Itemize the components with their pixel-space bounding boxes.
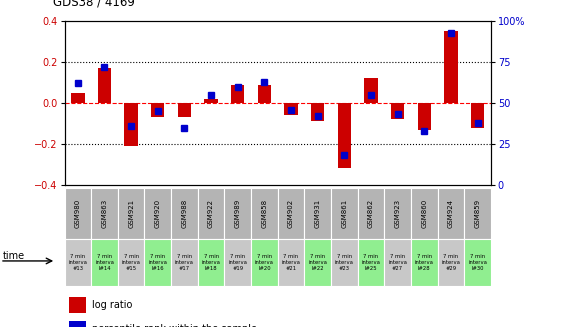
Bar	[331, 188, 358, 239]
Text: 7 min
interva
l#25: 7 min interva l#25	[361, 254, 380, 271]
Text: GSM920: GSM920	[155, 199, 161, 228]
Bar	[391, 103, 404, 119]
Text: percentile rank within the sample: percentile rank within the sample	[92, 324, 257, 327]
Text: GDS38 / 4169: GDS38 / 4169	[53, 0, 135, 8]
Bar	[311, 103, 324, 121]
Text: 7 min
interva
l#14: 7 min interva l#14	[95, 254, 114, 271]
Bar	[224, 188, 251, 239]
Bar	[471, 103, 484, 128]
Bar	[384, 188, 411, 239]
Bar	[65, 239, 91, 286]
Bar	[118, 239, 145, 286]
Text: 7 min
interva
l#28: 7 min interva l#28	[415, 254, 434, 271]
Text: time: time	[3, 251, 25, 261]
Text: GSM922: GSM922	[208, 199, 214, 228]
Bar	[364, 78, 378, 103]
Bar	[438, 239, 465, 286]
Bar	[98, 68, 111, 103]
Text: GSM924: GSM924	[448, 199, 454, 228]
Bar	[204, 99, 218, 103]
Bar	[178, 103, 191, 117]
Text: GSM989: GSM989	[234, 199, 241, 228]
Bar	[118, 188, 145, 239]
Bar	[65, 188, 91, 239]
Text: 7 min
interva
#19: 7 min interva #19	[228, 254, 247, 271]
Bar	[304, 239, 331, 286]
Text: GSM921: GSM921	[128, 199, 134, 228]
Bar	[231, 85, 245, 103]
Bar	[69, 297, 86, 313]
Text: GSM858: GSM858	[261, 199, 268, 228]
Bar	[171, 239, 198, 286]
Text: GSM860: GSM860	[421, 199, 427, 228]
Bar	[251, 188, 278, 239]
Bar	[171, 188, 198, 239]
Bar	[465, 188, 491, 239]
Text: GSM859: GSM859	[475, 199, 481, 228]
Bar	[91, 239, 118, 286]
Text: GSM931: GSM931	[315, 199, 321, 228]
Bar	[197, 239, 224, 286]
Text: GSM902: GSM902	[288, 199, 294, 228]
Text: log ratio: log ratio	[92, 300, 132, 310]
Text: 7 min
interva
#15: 7 min interva #15	[122, 254, 141, 271]
Bar	[151, 103, 164, 117]
Bar	[331, 239, 358, 286]
Bar	[125, 103, 138, 146]
Bar	[304, 188, 331, 239]
Text: GSM980: GSM980	[75, 199, 81, 228]
Text: 7 min
interva
l#30: 7 min interva l#30	[468, 254, 487, 271]
Text: GSM863: GSM863	[102, 199, 108, 228]
Bar	[197, 188, 224, 239]
Text: 7 min
interva
#27: 7 min interva #27	[388, 254, 407, 271]
Bar	[417, 103, 431, 129]
Text: GSM923: GSM923	[394, 199, 401, 228]
Bar	[224, 239, 251, 286]
Text: GSM988: GSM988	[181, 199, 187, 228]
Bar	[251, 239, 278, 286]
Bar	[358, 188, 384, 239]
Text: 7 min
interva
#21: 7 min interva #21	[282, 254, 301, 271]
Text: 7 min
interva
#13: 7 min interva #13	[68, 254, 88, 271]
Bar	[91, 188, 118, 239]
Text: 7 min
interva
l#22: 7 min interva l#22	[308, 254, 327, 271]
Text: GSM861: GSM861	[341, 199, 347, 228]
Text: 7 min
interva
l#20: 7 min interva l#20	[255, 254, 274, 271]
Text: 7 min
interva
l#16: 7 min interva l#16	[148, 254, 167, 271]
Text: GSM862: GSM862	[368, 199, 374, 228]
Bar	[358, 239, 384, 286]
Text: 7 min
interva
#17: 7 min interva #17	[175, 254, 194, 271]
Bar	[465, 239, 491, 286]
Text: 7 min
interva
l#18: 7 min interva l#18	[201, 254, 220, 271]
Bar	[145, 188, 171, 239]
Bar	[384, 239, 411, 286]
Bar	[411, 239, 438, 286]
Bar	[411, 188, 438, 239]
Text: 7 min
interva
#29: 7 min interva #29	[442, 254, 461, 271]
Bar	[69, 321, 86, 327]
Bar	[438, 188, 465, 239]
Bar	[71, 93, 85, 103]
Bar	[257, 85, 271, 103]
Bar	[278, 188, 304, 239]
Text: 7 min
interva
#23: 7 min interva #23	[335, 254, 354, 271]
Bar	[145, 239, 171, 286]
Bar	[444, 31, 458, 103]
Bar	[278, 239, 304, 286]
Bar	[284, 103, 298, 115]
Bar	[338, 103, 351, 168]
